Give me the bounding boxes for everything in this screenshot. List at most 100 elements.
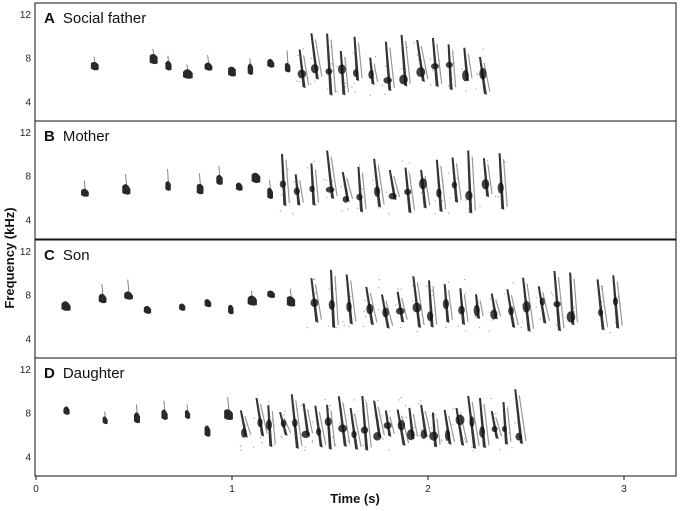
song-speckle — [535, 306, 537, 308]
song-speckle — [334, 288, 337, 290]
song-speckle — [539, 318, 541, 320]
song-speckle — [323, 178, 325, 181]
song-note — [302, 403, 310, 437]
song-note-blob — [598, 308, 604, 317]
song-speckle — [240, 449, 242, 451]
song-speckle — [614, 321, 617, 324]
song-speckle — [397, 288, 399, 290]
song-note-blob — [497, 182, 504, 194]
song-speckle — [601, 288, 604, 290]
song-note-trace — [269, 179, 272, 194]
y-tick-label: 12 — [20, 247, 32, 258]
song-note-harmonic — [354, 413, 362, 447]
song-speckle — [336, 90, 338, 93]
song-note — [514, 389, 523, 445]
song-speckle — [495, 412, 497, 415]
song-speckle — [461, 68, 463, 71]
y-tick-labels: 4 8 12 4 8 12 4 8 12 4 8 12 — [20, 10, 32, 463]
song-note-harmonic — [452, 50, 457, 88]
song-speckle — [300, 404, 302, 407]
song-note-harmonic — [314, 39, 323, 77]
song-note-blob — [325, 68, 333, 75]
song-speckle — [418, 434, 420, 437]
y-tick-label: 8 — [25, 172, 31, 183]
song-speckle — [331, 180, 334, 183]
song-speckle — [416, 54, 418, 56]
song-note-blob — [473, 304, 480, 317]
song-speckle — [512, 282, 514, 284]
song-note-blob — [429, 431, 439, 441]
song-note-blob — [279, 180, 287, 188]
song-note-harmonic — [616, 281, 623, 326]
song-speckle — [441, 179, 444, 181]
song-note-blob — [553, 301, 561, 308]
song-speckle — [406, 46, 408, 49]
song-speckle — [279, 210, 282, 212]
song-speckle — [498, 191, 500, 194]
song-speckle — [332, 70, 334, 72]
song-speckle — [429, 84, 432, 86]
song-speckle — [291, 213, 294, 215]
song-speckle — [373, 415, 376, 417]
song-note-blob — [444, 429, 451, 441]
song-speckle — [373, 188, 376, 190]
song-speckle — [328, 408, 330, 410]
song-speckle — [385, 191, 388, 193]
song-note-trace — [249, 58, 252, 71]
song-speckle — [472, 450, 475, 452]
song-speckle — [452, 62, 455, 64]
y-tick-label: 4 — [25, 334, 31, 345]
song-speckle — [385, 320, 388, 322]
song-speckle — [417, 402, 420, 405]
song-note-blob — [297, 69, 307, 79]
song-note — [183, 69, 193, 79]
song-speckle — [468, 211, 470, 213]
song-note-blob — [280, 419, 287, 428]
song-speckle — [283, 183, 285, 186]
song-speckle — [441, 200, 444, 202]
song-speckle — [343, 324, 345, 327]
song-speckle — [482, 433, 484, 435]
song-speckle — [324, 398, 326, 401]
song-speckle — [408, 162, 411, 164]
song-speckle — [478, 326, 481, 329]
song-speckle — [334, 444, 337, 446]
song-speckle — [489, 298, 491, 300]
song-speckle — [482, 425, 484, 428]
song-note-harmonic — [377, 406, 385, 436]
song-note-blob — [383, 77, 392, 84]
song-note-trace — [163, 400, 166, 416]
song-speckle — [550, 291, 553, 294]
song-speckle — [540, 303, 543, 306]
y-tick-label: 12 — [20, 10, 32, 21]
song-note-harmonic — [467, 53, 473, 79]
song-speckle — [348, 325, 350, 328]
song-speckle — [273, 444, 275, 446]
song-note-blob — [481, 179, 490, 190]
song-note-blob — [442, 298, 449, 310]
song-speckle — [447, 281, 450, 284]
song-note-harmonic — [314, 169, 320, 203]
song-note-trace — [286, 50, 289, 69]
panel-spectrogram — [90, 33, 491, 97]
song-note-harmonic — [330, 39, 337, 93]
song-note — [122, 184, 131, 195]
panel-label: A Social father — [44, 10, 146, 27]
song-speckle — [365, 316, 367, 318]
song-note-harmonic — [377, 164, 385, 205]
song-note-harmonic — [318, 411, 327, 445]
song-speckle — [350, 295, 352, 298]
song-speckle — [422, 194, 424, 196]
song-speckle — [378, 436, 380, 439]
song-speckle — [465, 292, 467, 294]
song-speckle — [399, 418, 401, 421]
song-speckle — [389, 171, 392, 174]
song-note-blob — [399, 74, 408, 85]
song-note — [396, 291, 405, 323]
song-speckle — [417, 322, 420, 324]
song-speckle — [490, 412, 493, 414]
song-speckle — [291, 420, 293, 423]
song-note-blob — [469, 416, 475, 428]
song-speckle — [492, 319, 494, 321]
song-note-harmonic — [408, 173, 416, 211]
